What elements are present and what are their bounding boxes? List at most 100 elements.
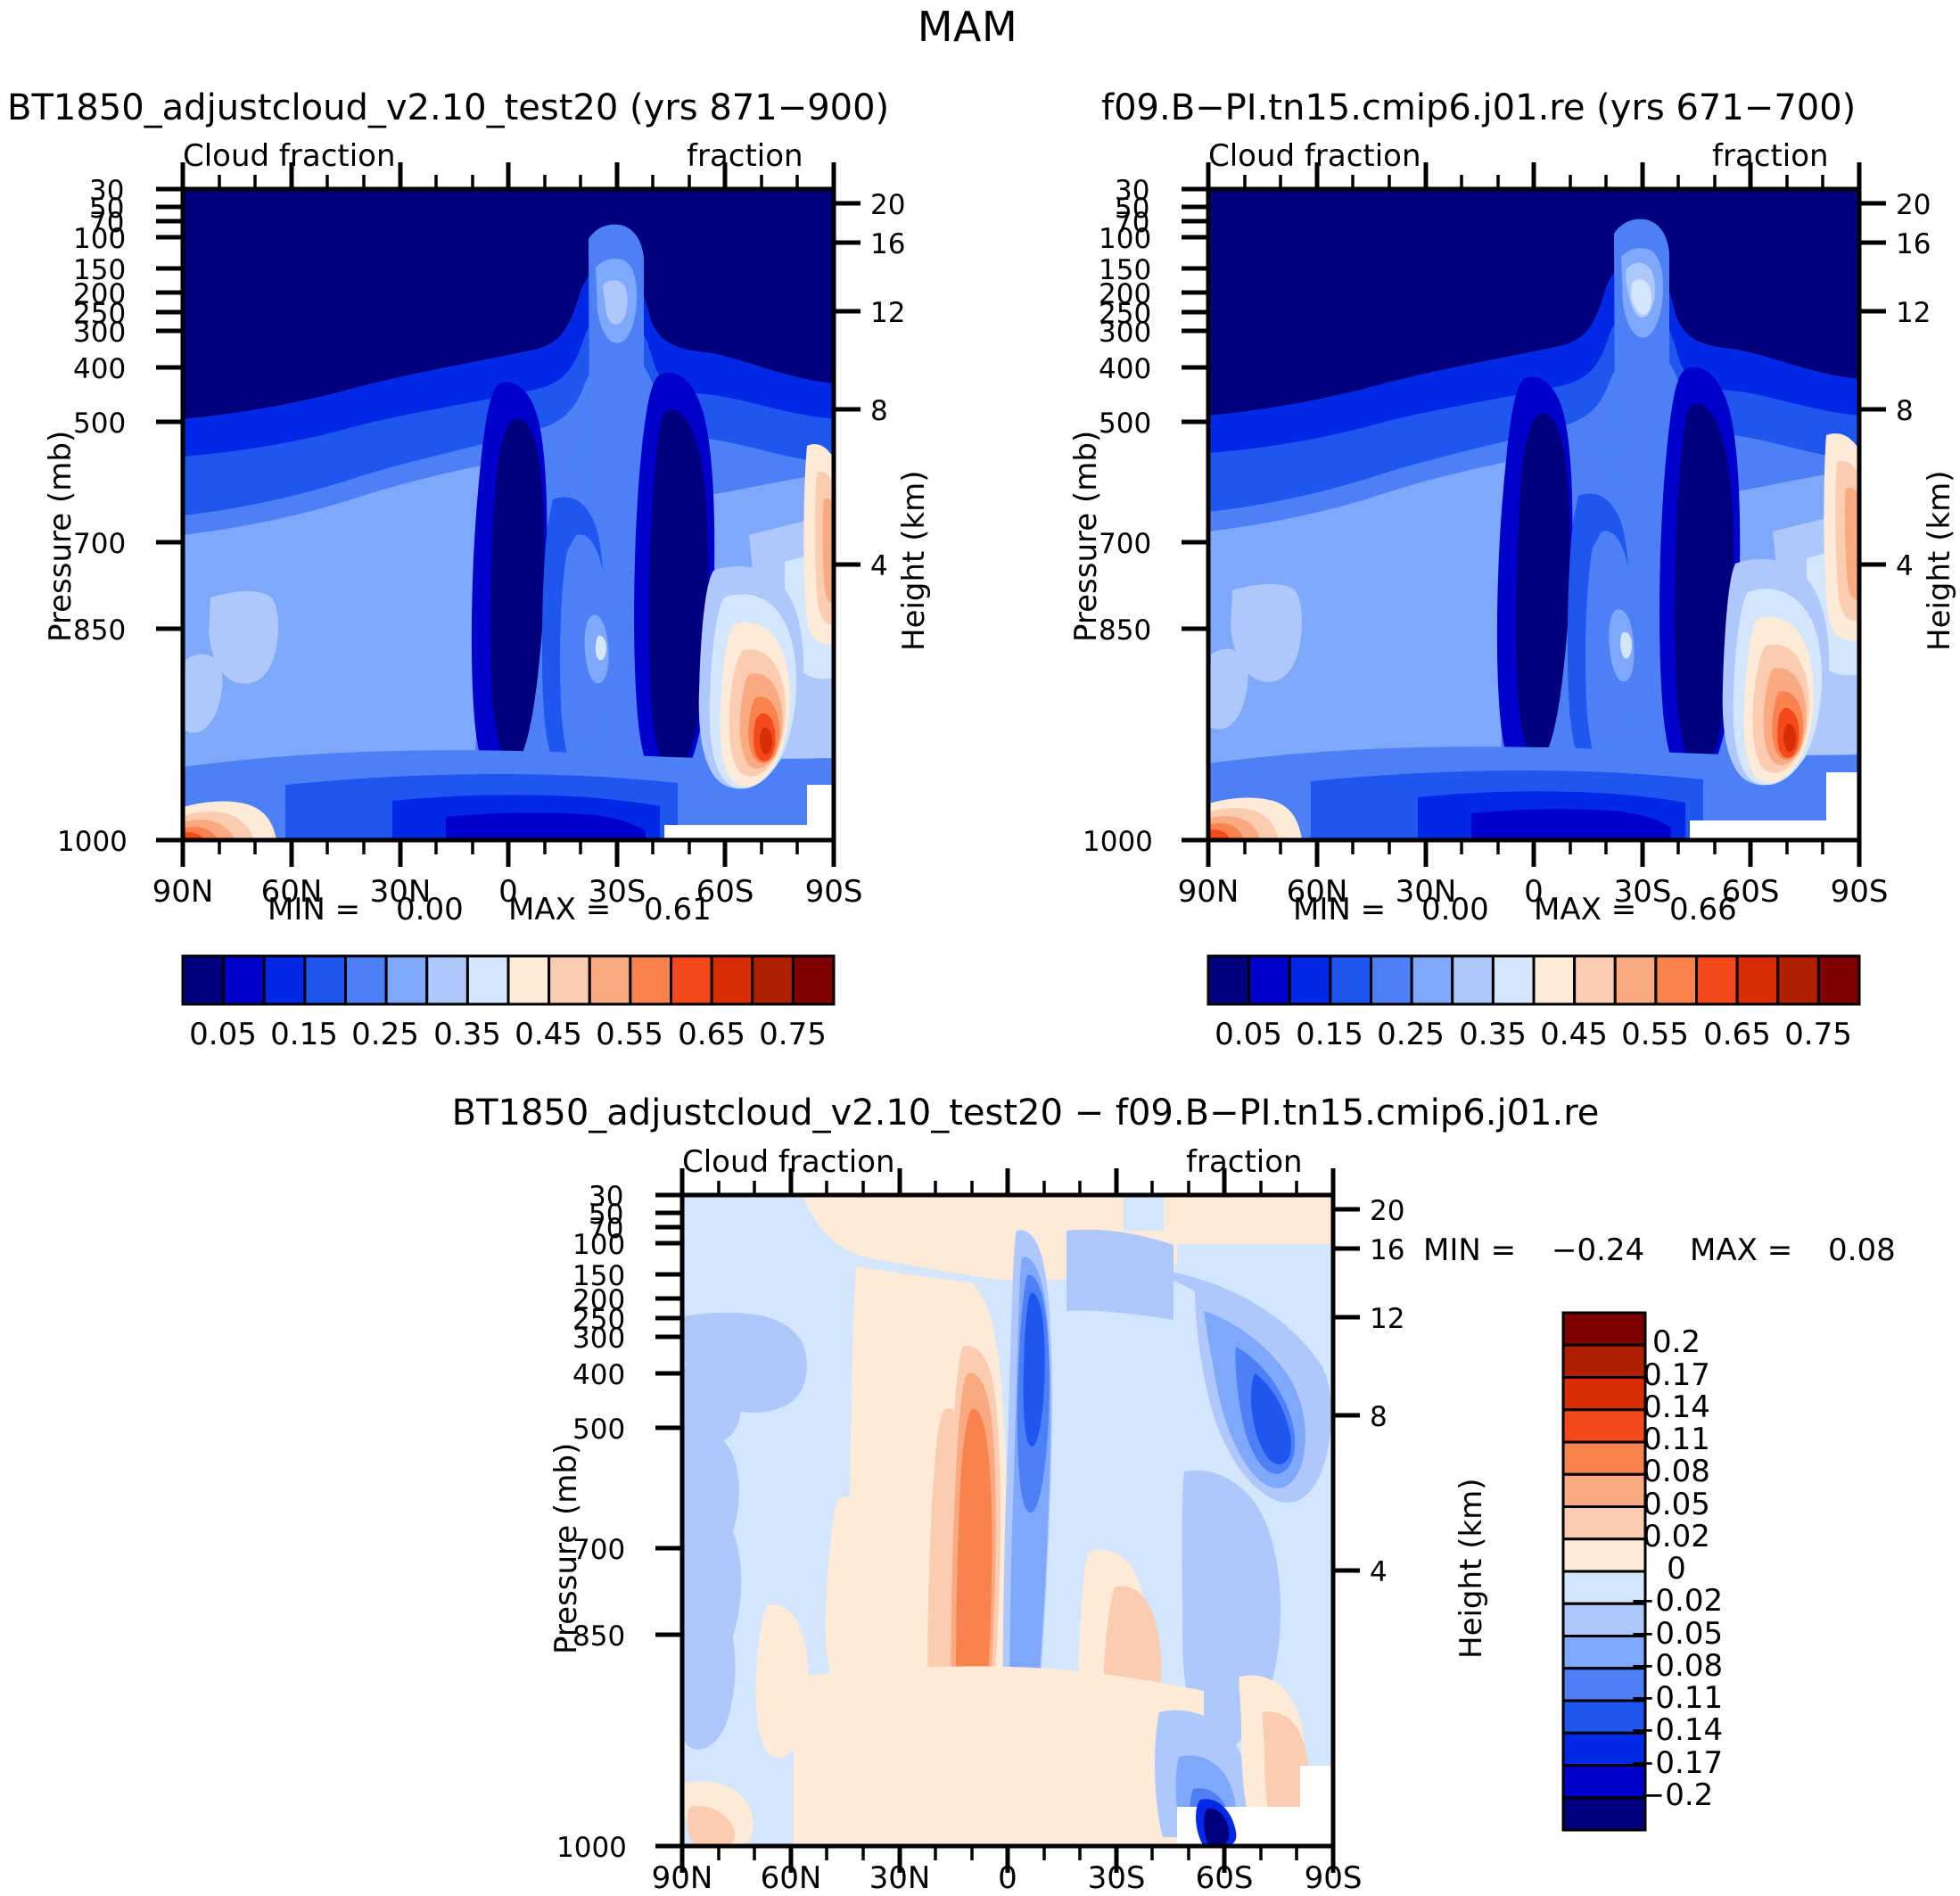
colorbar-segment <box>1206 954 1251 1006</box>
colorbar-segment <box>425 954 469 1006</box>
contour-field-difference <box>682 1195 1333 1846</box>
panel-top-right-top-ticks <box>1206 162 1862 189</box>
colorbar-segment <box>1776 954 1820 1006</box>
colorbar-difference-label: 0 <box>1667 1551 1686 1587</box>
colorbar-segment <box>1816 954 1861 1006</box>
colorbar-difference-label: −0.2 <box>1639 1776 1714 1813</box>
contour-field-right <box>1208 189 1859 840</box>
panel-top-left-max-label: MAX = <box>508 892 612 927</box>
colorbar-segment <box>1561 1440 1647 1476</box>
panel-top-left-min-value: 0.00 <box>396 892 464 927</box>
panel-difference-bottom-ticks <box>679 1846 1336 1873</box>
panel-top-left-top-minor-ticks <box>218 175 799 189</box>
panel-top-left-variable-label: Cloud fraction <box>183 138 396 174</box>
panel-top-right-variable-label: Cloud fraction <box>1208 138 1421 174</box>
contour-field-left <box>183 189 834 840</box>
colorbar-top-left[interactable] <box>181 952 836 1008</box>
colorbar-segment <box>1613 954 1658 1006</box>
colorbar-difference-label: 0.05 <box>1643 1486 1710 1522</box>
colorbar-segment <box>751 954 795 1006</box>
panel-difference-variable-label: Cloud fraction <box>682 1144 895 1180</box>
colorbar-difference-label: 0.11 <box>1643 1422 1710 1457</box>
colorbar-segment <box>1410 954 1454 1006</box>
colorbar-segment <box>1491 954 1536 1006</box>
colorbar-segment <box>1248 954 1291 1006</box>
panel-top-right-title: f09.B−PI.tn15.cmip6.j01.re (yrs 671−700) <box>1101 87 1857 128</box>
colorbar-top-right[interactable] <box>1206 952 1861 1008</box>
panel-top-left-bottom-ticks <box>180 840 836 867</box>
colorbar-segment <box>1329 954 1373 1006</box>
panel-top-left-plot <box>156 162 861 867</box>
panel-difference-height-ticks <box>1333 1207 1360 1573</box>
colorbar-segment <box>1561 1796 1647 1832</box>
panel-top-right-max-value: 0.66 <box>1669 892 1737 927</box>
panel-top-right-min-value: 0.00 <box>1421 892 1489 927</box>
panel-top-right-units-label: fraction <box>1712 138 1829 174</box>
panel-difference-top-minor-ticks <box>717 1181 1298 1195</box>
panel-top-right-height-ticks <box>1859 201 1886 567</box>
colorbar-segment <box>1561 1635 1647 1670</box>
colorbar-difference-label: 0.17 <box>1643 1356 1710 1393</box>
colorbar-segment <box>1735 954 1780 1006</box>
colorbar-difference-label: −0.05 <box>1629 1615 1724 1652</box>
colorbar-segment <box>548 954 591 1006</box>
colorbar-segment <box>1573 954 1617 1006</box>
panel-difference-plot <box>655 1168 1360 1873</box>
colorbar-segment <box>1561 1570 1647 1605</box>
colorbar-segment <box>1561 1505 1647 1541</box>
colorbar-segment <box>1561 1343 1647 1379</box>
panel-difference-pressure-ticks <box>655 1192 682 1849</box>
colorbar-segment <box>1561 1667 1647 1702</box>
panel-difference-max-label: MAX = <box>1690 1232 1793 1268</box>
colorbar-difference-label: −0.08 <box>1629 1647 1724 1684</box>
colorbar-segment <box>222 954 266 1006</box>
panel-top-left-title: BT1850_adjustcloud_v2.10_test20 (yrs 871… <box>7 87 890 128</box>
colorbar-segment <box>791 954 836 1006</box>
colorbar-difference-label: 0.14 <box>1643 1389 1710 1425</box>
panel-top-right-min-label: MIN = <box>1293 892 1387 927</box>
panel-difference-top-ticks <box>679 1168 1336 1195</box>
panel-top-left-bottom-minor-ticks <box>218 840 799 854</box>
colorbar-segment <box>262 954 307 1006</box>
panel-difference-units-label: fraction <box>1186 1144 1303 1180</box>
colorbar-difference-label: −0.17 <box>1629 1744 1724 1781</box>
colorbar-segment <box>710 954 754 1006</box>
colorbar-segment <box>588 954 632 1006</box>
panel-top-right-pressure-ticks <box>1182 186 1208 843</box>
panel-top-left-min-label: MIN = <box>268 892 361 927</box>
colorbar-segment <box>1561 1311 1647 1347</box>
colorbar-segment <box>1288 954 1332 1006</box>
colorbar-segment <box>1561 1472 1647 1508</box>
colorbar-segment <box>1561 1408 1647 1444</box>
colorbar-difference-label: 0.2 <box>1651 1324 1701 1361</box>
colorbar-difference[interactable] <box>1560 1309 1649 1835</box>
colorbar-segment <box>1370 954 1413 1006</box>
panel-top-right-bottom-minor-ticks <box>1243 840 1824 854</box>
colorbar-segment <box>1451 954 1495 1006</box>
colorbar-segment <box>1561 1699 1647 1735</box>
colorbar-difference-label: −0.11 <box>1629 1680 1724 1716</box>
colorbar-segment <box>1532 954 1577 1006</box>
colorbar-segment <box>670 954 713 1006</box>
panel-top-right-max-label: MAX = <box>1534 892 1637 927</box>
colorbar-difference-label: −0.14 <box>1629 1712 1724 1749</box>
panel-difference-bottom-minor-ticks <box>717 1846 1298 1860</box>
panel-top-left-max-value: 0.61 <box>644 892 712 927</box>
colorbar-segment <box>1561 1537 1647 1573</box>
panel-top-right-plot <box>1182 162 1886 867</box>
colorbar-segment <box>465 954 510 1006</box>
colorbar-segment <box>1561 1376 1647 1412</box>
panel-difference-max-value: 0.08 <box>1828 1232 1896 1268</box>
panel-top-left-units-label: fraction <box>687 138 803 174</box>
panel-top-left-pressure-ticks <box>156 186 183 843</box>
colorbar-difference-label: −0.02 <box>1629 1583 1724 1620</box>
panel-top-right-top-minor-ticks <box>1243 175 1824 189</box>
colorbar-segment <box>506 954 551 1006</box>
colorbar-segment <box>1561 1764 1647 1800</box>
colorbar-difference-label: 0.08 <box>1643 1454 1710 1490</box>
panel-top-right-bottom-ticks <box>1206 840 1862 867</box>
colorbar-difference-label: 0.02 <box>1643 1518 1710 1554</box>
colorbar-segment <box>344 954 388 1006</box>
colorbar-segment <box>629 954 673 1006</box>
colorbar-segment <box>1654 954 1699 1006</box>
